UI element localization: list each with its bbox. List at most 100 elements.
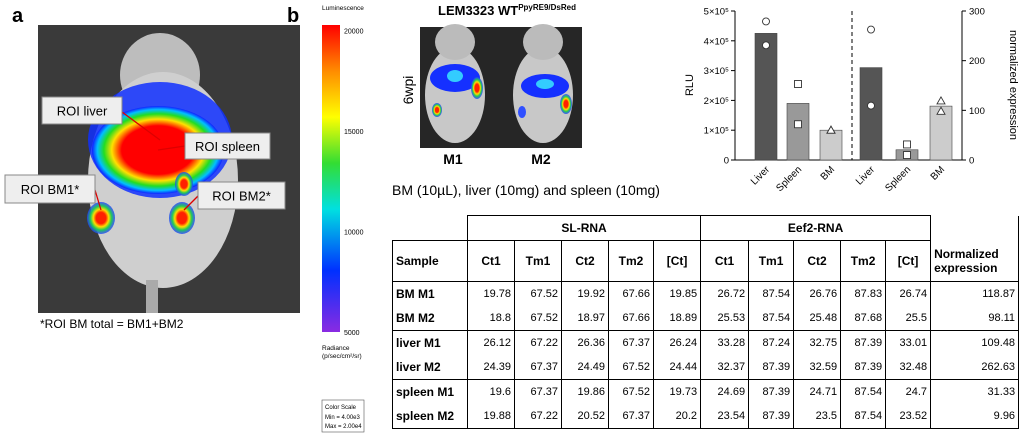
table-cell: 19.78	[467, 281, 515, 306]
table-cell: 25.48	[793, 306, 842, 331]
table-cell: spleen M2	[392, 404, 468, 429]
table-cell: 87.39	[840, 355, 887, 380]
color-scale-max: Max = 2.00e4	[325, 424, 362, 430]
y-tick-label: 2×10⁵	[704, 96, 729, 107]
roi-box	[4, 174, 96, 204]
table-cell: 19.88	[467, 404, 515, 429]
panel-label: a	[12, 5, 24, 27]
table-cell: Tm2	[840, 240, 887, 282]
table-cell: Ct2	[793, 240, 842, 282]
qpcr-table: SL-RNA Eef2-RNA Sample Ct1 Tm1 Ct2 Tm2 [Ct] Ct1 T…	[392, 215, 1020, 429]
table-cell: 26.74	[885, 281, 932, 306]
roi-label: ROI BM2*	[212, 189, 271, 204]
table-cell: 67.37	[514, 379, 562, 404]
table-cell: 109.48	[930, 330, 1020, 355]
point	[762, 41, 770, 50]
table-cell: 24.69	[700, 379, 750, 404]
roi-box	[41, 96, 123, 125]
colorbar-unit: (p/sec/cm²/sr)	[322, 353, 362, 360]
roi-pointers	[94, 111, 199, 211]
table-cell: 20.2	[652, 404, 702, 429]
bar	[929, 105, 953, 161]
mouse-label: M1	[443, 151, 463, 167]
table-cell: 87.83	[840, 281, 887, 306]
table-cell: BM M1	[392, 281, 468, 306]
table-cell: 31.33	[930, 379, 1020, 404]
table-cell	[392, 215, 468, 241]
point	[794, 80, 802, 88]
table-cell: 67.52	[608, 355, 654, 380]
x-tick-label: BM	[819, 164, 837, 182]
table-cell: 25.53	[700, 306, 750, 331]
table-cell: [Ct]	[885, 240, 932, 282]
caption: BM (10µL), liver (10mg) and spleen (10mg…	[392, 182, 660, 198]
table-cell: 24.71	[793, 379, 842, 404]
table-cell: 19.86	[561, 379, 609, 404]
color-scale-box	[321, 399, 365, 433]
y2-tick-label: 200	[969, 56, 985, 67]
image-title-sup: PpyRE9/DsRed	[518, 3, 576, 12]
roi-label: ROI spleen	[195, 139, 260, 154]
y-tick-label: 4×10⁵	[704, 36, 729, 47]
table-cell: 26.12	[467, 330, 515, 355]
table-row: liver M1 26.12 67.22 26.36 67.37 26.24 33.28 87…	[392, 330, 1020, 355]
table-row: liver M2 24.39 67.37 24.49 67.52 24.44 32.37 87…	[392, 355, 1020, 380]
roi-box	[197, 181, 286, 210]
table-cell: 24.49	[561, 355, 609, 380]
colorbar-tick-label: 10000	[344, 230, 364, 237]
table-cell: Ct1	[467, 240, 515, 282]
table-cell: SL-RNA	[466, 215, 702, 241]
footnote: *ROI BM total = BM1+BM2	[40, 317, 184, 331]
bar-chart: 0 1×10⁵ 2×10⁵ 3×10⁵ 4×10⁵ 5×10⁵ 0 100 200 300 RLU n…	[684, 7, 1019, 195]
table-cell: 67.52	[514, 281, 562, 306]
bar	[754, 33, 778, 161]
table-row: SL-RNA Eef2-RNA	[392, 215, 1020, 241]
y-tick-label: 3×10⁵	[704, 66, 729, 77]
table-cell: 67.22	[514, 330, 562, 355]
table-cell: 18.97	[561, 306, 609, 331]
roi-label: ROI liver	[57, 104, 108, 119]
table-cell: 33.28	[700, 330, 750, 355]
image-title: LEM3323 WTPpyRE9/DsRed	[438, 3, 576, 18]
table-cell: Ct1	[700, 240, 750, 282]
table-cell: 87.39	[748, 379, 795, 404]
x-tick-label: Spleen	[883, 164, 913, 194]
table-cell: BM M2	[392, 306, 468, 331]
image-title-main: LEM3323 WT	[438, 3, 518, 18]
point	[794, 120, 802, 129]
mouse-label: M2	[531, 151, 551, 167]
table-cell: 67.37	[608, 330, 654, 355]
table-cell: Ct2	[561, 240, 609, 282]
table-row: spleen M1 19.6 67.37 19.86 67.52 19.73 24.69 87…	[392, 379, 1020, 404]
table-cell: Normalized expression	[930, 240, 1020, 282]
y-tick-label: 5×10⁵	[704, 7, 729, 18]
table-cell: 20.52	[561, 404, 609, 429]
table-cell: 87.39	[748, 355, 795, 380]
point	[936, 106, 946, 115]
table-cell: 67.52	[608, 379, 654, 404]
timepoint: 6wpi	[400, 76, 416, 105]
colorbar	[322, 25, 340, 332]
table-cell: 19.85	[652, 281, 702, 306]
table-cell: 19.73	[652, 379, 702, 404]
table-cell: 87.54	[748, 306, 795, 331]
roi-labels: ROI liver ROI spleen ROI BM1* ROI BM2*	[4, 96, 286, 210]
table-cell: 26.36	[561, 330, 609, 355]
table-cell: liver M1	[392, 330, 468, 355]
x-tick-label: Liver	[854, 164, 878, 188]
table-row: spleen M2 19.88 67.22 20.52 67.37 20.2 23.54 87…	[392, 404, 1020, 429]
colorbar-title: Luminescence	[322, 5, 364, 12]
color-scale-min: Min = 4.00e3	[325, 415, 361, 421]
table-cell: 67.66	[608, 281, 654, 306]
table-cell: 26.72	[700, 281, 750, 306]
table-cell: liver M2	[392, 355, 468, 380]
x-tick-label: Liver	[749, 164, 773, 188]
table-cell: 262.63	[930, 355, 1020, 380]
point	[826, 125, 836, 134]
table-cell: 32.48	[885, 355, 932, 380]
colorbar-tick-label: 20000	[344, 29, 364, 36]
roi-box	[184, 132, 271, 160]
table-row: BM M1 19.78 67.52 19.92 67.66 19.85 26.72 87.54…	[392, 281, 1020, 306]
table-cell: 32.37	[700, 355, 750, 380]
